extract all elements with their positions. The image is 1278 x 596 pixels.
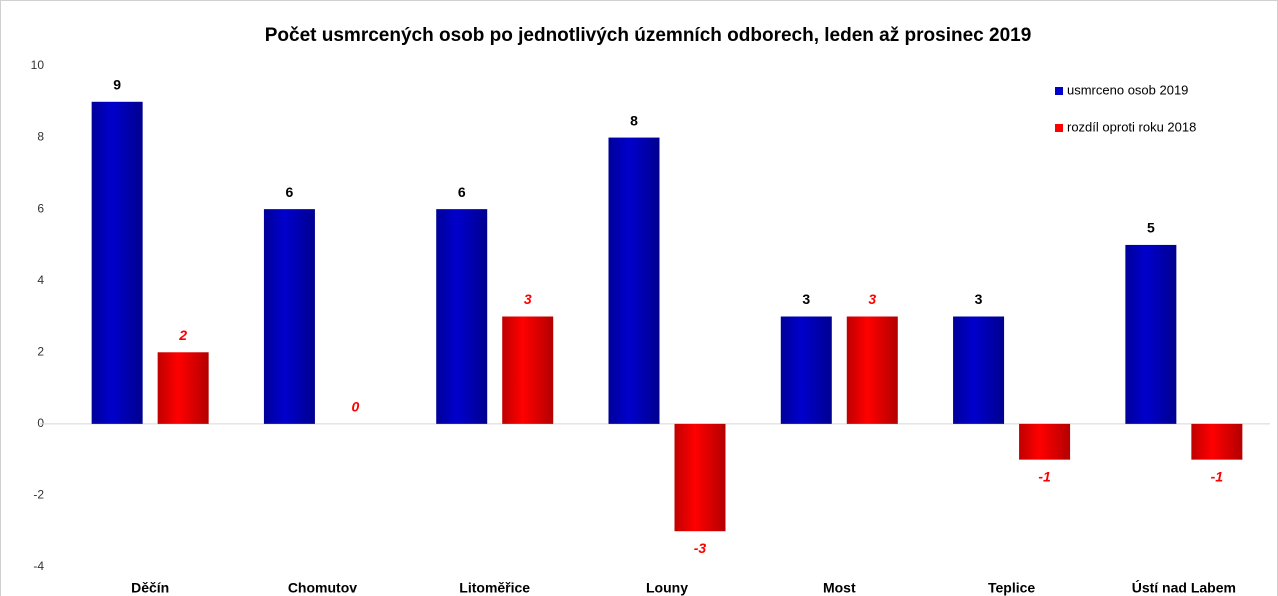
data-label: 6 [286,184,294,200]
bar [608,137,660,424]
legend-label: usmrceno osob 2019 [1067,82,1188,97]
bar [502,316,554,424]
chart-title: Počet usmrcených osob po jednotlivých úz… [265,25,1032,46]
x-tick-label: Louny [646,580,688,596]
bar [1125,244,1177,424]
bar [436,209,488,424]
data-label: -3 [694,540,707,556]
bar [263,209,315,424]
data-label: -1 [1211,468,1224,484]
x-tick-label: Most [823,580,856,596]
y-tick-label: -2 [33,488,44,502]
y-tick-label: -4 [33,559,44,573]
bar [674,423,726,532]
data-label: 6 [458,184,466,200]
data-label: 3 [868,291,876,307]
bar [91,101,143,424]
data-label: 3 [802,291,810,307]
data-label: 8 [630,112,638,128]
legend-swatch [1055,124,1063,132]
y-tick-label: 6 [37,201,44,215]
x-tick-label: Litoměřice [459,580,530,596]
data-label: 3 [975,291,983,307]
data-label: 2 [178,327,187,343]
bar [846,316,898,424]
data-label: 5 [1147,220,1155,236]
legend-label: rozdíl oproti roku 2018 [1067,119,1196,134]
bar [1019,423,1071,460]
bar [157,352,209,424]
data-label: 9 [113,76,121,92]
y-tick-label: 8 [37,130,44,144]
x-tick-label: Teplice [988,580,1035,596]
bar [1191,423,1243,460]
x-tick-label: Ústí nad Labem [1132,579,1236,596]
y-tick-label: 4 [37,273,44,287]
legend-swatch [1055,87,1063,95]
bar [953,316,1005,424]
y-tick-label: 2 [37,344,44,358]
data-label: -1 [1038,468,1051,484]
data-label: 0 [352,399,360,415]
x-tick-label: Chomutov [288,580,357,596]
y-tick-label: 0 [37,416,44,430]
x-tick-label: Děčín [131,580,169,596]
bar [780,316,832,424]
y-tick-label: 10 [31,58,45,72]
data-label: 3 [524,291,532,307]
